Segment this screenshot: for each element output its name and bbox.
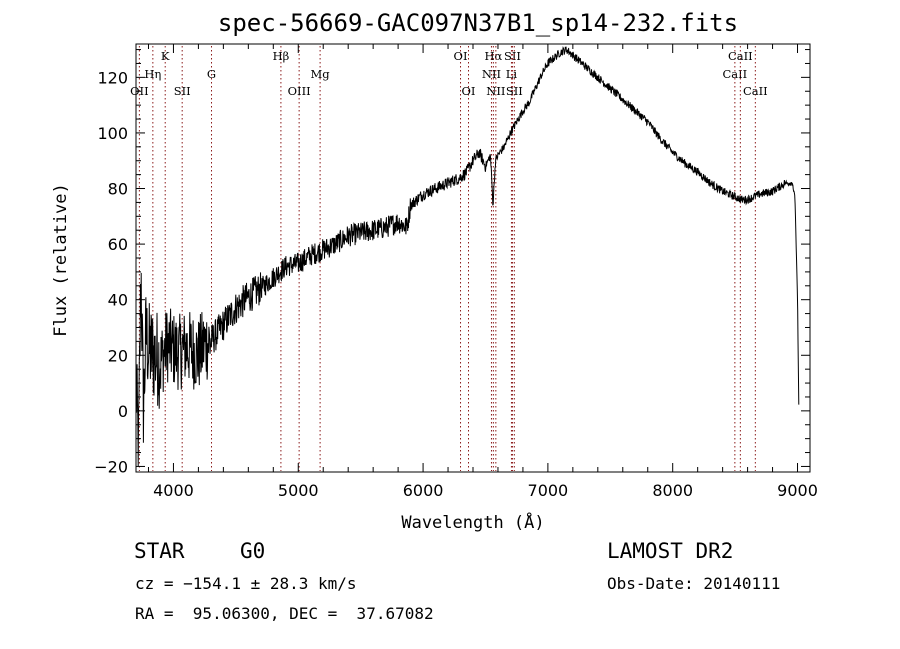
observation-date: Obs-Date: 20140111 (607, 574, 781, 593)
line-marker-label: OI (454, 49, 468, 63)
line-marker-label: SII (504, 49, 521, 63)
line-marker-label: Hη (144, 67, 161, 81)
y-tick-label: 0 (118, 402, 128, 421)
x-axis-label: Wavelength (Å) (401, 511, 544, 533)
plot-frame (135, 43, 811, 473)
line-marker-label: OIII (288, 84, 311, 98)
x-tick-label: 9000 (777, 481, 818, 500)
y-axis-label: Flux (relative) (51, 183, 71, 337)
line-marker-label: Hα (484, 49, 502, 63)
y-tick-label: 40 (108, 291, 128, 310)
line-marker-label: CaII (728, 49, 753, 63)
y-tick-label: 20 (108, 346, 128, 365)
x-tick-label: 8000 (652, 481, 693, 500)
object-class: STAR (134, 539, 185, 563)
line-marker-label: NII (482, 67, 501, 81)
emission-line-markers: OIIHηKSIIGHβOIIIMgOIOIHαNIINIISIILiSIICa… (130, 46, 768, 471)
coordinates: RA = 95.06300, DEC = 37.67082 (135, 604, 434, 623)
y-tick-label: 80 (108, 180, 128, 199)
line-marker-label: G (207, 67, 216, 81)
line-marker-label: SII (506, 84, 523, 98)
survey-name: LAMOST DR2 (607, 539, 734, 563)
y-tick-label: 60 (108, 235, 128, 254)
line-marker-label: SII (174, 84, 191, 98)
line-marker-label: Hβ (273, 49, 290, 63)
spectrum-line (135, 45, 800, 467)
line-marker-label: K (161, 49, 170, 63)
redshift-info: cz = −154.1 ± 28.3 km/s (135, 574, 357, 593)
x-tick-label: 7000 (528, 481, 569, 500)
x-tick-label: 4000 (153, 481, 194, 500)
chart-title: spec-56669-GAC097N37B1_sp14-232.fits (218, 9, 738, 37)
x-axis: 4000 5000 6000 7000 8000 9000 (147, 44, 818, 500)
line-marker-label: Li (506, 67, 518, 81)
object-subclass: G0 (240, 539, 266, 563)
x-tick-label: 5000 (278, 481, 319, 500)
y-tick-label: 120 (97, 68, 128, 87)
line-marker-label: NII (486, 84, 505, 98)
line-marker-label: Mg (311, 67, 331, 81)
line-marker-label: CaII (722, 67, 747, 81)
y-tick-label: 100 (97, 124, 128, 143)
line-marker-label: CaII (743, 84, 768, 98)
y-tick-label: −20 (94, 457, 128, 476)
line-marker-label: OI (462, 84, 476, 98)
x-tick-label: 6000 (403, 481, 444, 500)
y-axis: −20 0 20 40 60 80 100 120 (94, 49, 810, 476)
